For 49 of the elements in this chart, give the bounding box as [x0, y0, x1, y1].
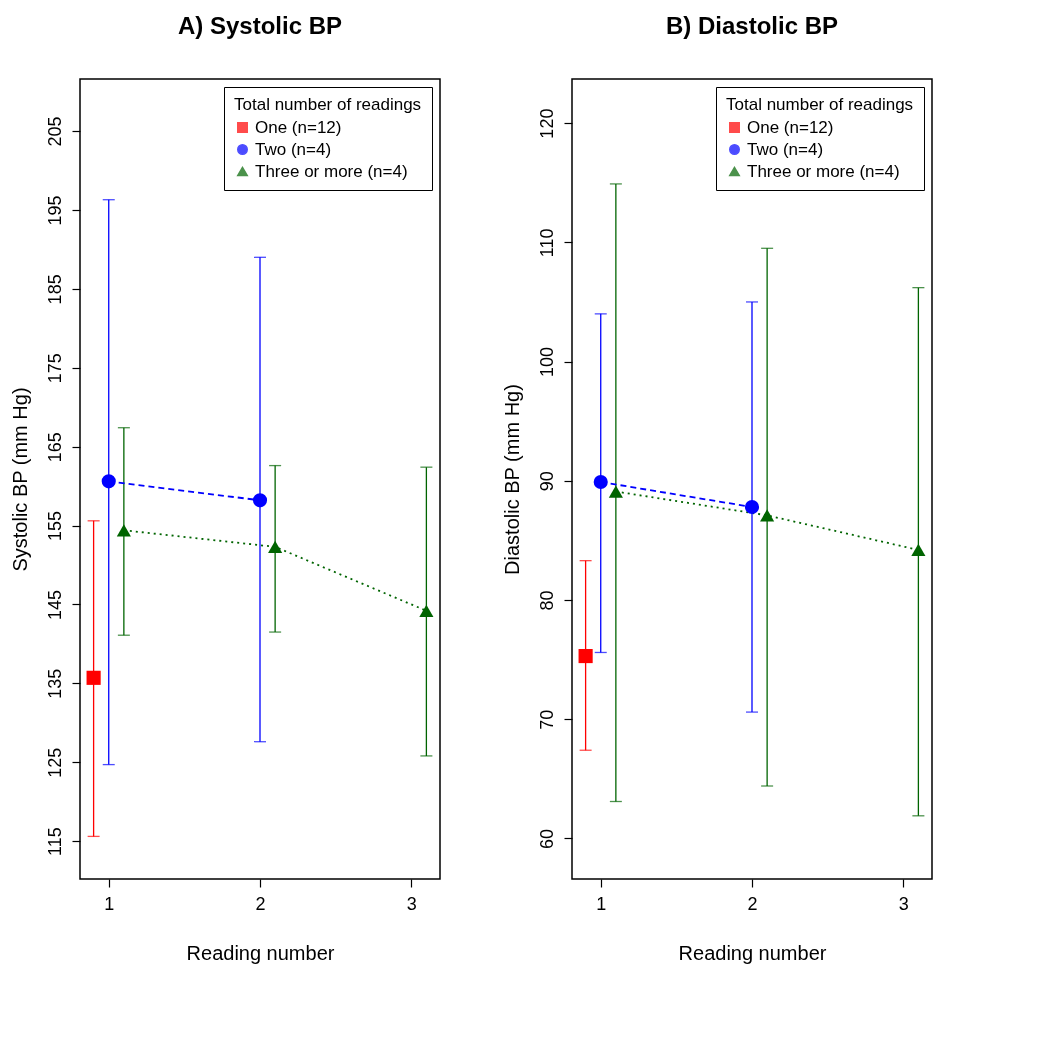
y-axis-title: Diastolic BP (mm Hg)	[500, 384, 523, 575]
y-tick-label: 135	[44, 668, 65, 699]
legend-label: One (n=12)	[255, 117, 342, 137]
y-tick-label: 80	[536, 590, 557, 611]
y-tick-label: 185	[44, 274, 65, 305]
y-tick-label: 60	[536, 828, 557, 849]
y-tick-label: 145	[44, 589, 65, 620]
y-tick-label: 155	[44, 511, 65, 542]
chart-title: A) Systolic BP	[177, 12, 343, 39]
legend-label: Three or more (n=4)	[747, 161, 900, 181]
y-axis-title: Systolic BP (mm Hg)	[8, 387, 31, 572]
y-tick-label: 125	[44, 747, 65, 778]
x-tick-label: 3	[406, 893, 417, 914]
x-axis-title: Reading number	[186, 941, 335, 964]
point	[593, 474, 608, 490]
legend-label: Two (n=4)	[747, 139, 824, 159]
y-tick-label: 165	[44, 432, 65, 463]
legend-label: Two (n=4)	[255, 139, 332, 159]
point	[252, 493, 268, 508]
y-tick-label: 120	[536, 108, 557, 139]
y-tick-label: 110	[536, 228, 557, 258]
legend-label: One (n=12)	[747, 117, 834, 137]
point	[86, 670, 101, 685]
x-tick-label: 2	[747, 893, 758, 914]
y-tick-label: 90	[536, 471, 557, 492]
point	[268, 540, 283, 553]
point	[608, 485, 623, 498]
x-tick-label: 3	[898, 893, 909, 914]
x-tick-label: 1	[104, 893, 115, 914]
point	[760, 509, 775, 522]
point	[744, 499, 760, 515]
x-axis-title: Reading number	[678, 941, 827, 964]
point	[911, 543, 926, 557]
legend-label: Three or more (n=4)	[255, 161, 408, 181]
legend-title: Total number of readings	[234, 95, 422, 114]
y-tick-label: 115	[44, 827, 65, 856]
point	[116, 524, 131, 537]
x-tick-label: 2	[255, 893, 266, 914]
legend-title: Total number of readings	[726, 95, 914, 114]
point	[101, 474, 116, 489]
x-tick-label: 1	[596, 893, 607, 914]
y-tick-label: 70	[536, 709, 557, 730]
y-tick-label: 175	[44, 353, 65, 384]
y-tick-label: 195	[44, 195, 65, 226]
chart-title: B) Diastolic BP	[665, 12, 839, 39]
point	[419, 604, 434, 617]
y-tick-label: 100	[536, 347, 557, 378]
point	[578, 648, 593, 664]
y-tick-label: 205	[44, 116, 65, 147]
